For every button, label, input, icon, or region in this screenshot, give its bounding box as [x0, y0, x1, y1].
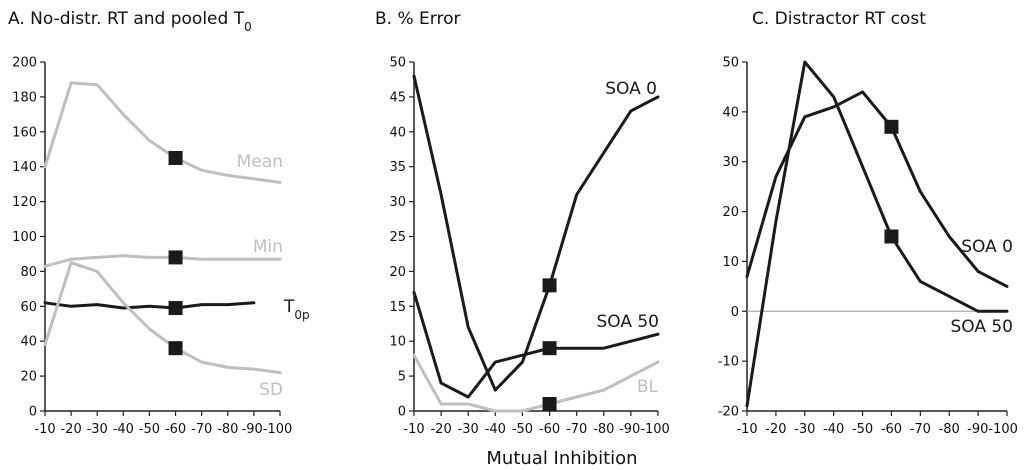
series-marker	[168, 150, 183, 165]
x-axis-label: Mutual Inhibition	[486, 448, 637, 469]
series-line	[43, 301, 256, 310]
y-tick-label: 35	[389, 160, 406, 175]
y-tick-label: 0	[398, 405, 406, 420]
y-tick-label: 0	[731, 305, 739, 320]
y-tick-label: 30	[722, 155, 739, 170]
series-marker	[542, 341, 557, 356]
series-label: SOA 50	[596, 312, 659, 332]
series-label-subscript: 0p	[294, 308, 309, 322]
y-tick-label: 50	[389, 56, 406, 71]
panel-c-title: C. Distractor RT cost	[752, 9, 926, 29]
series-marker	[542, 278, 557, 293]
x-tick-label: -70	[910, 422, 931, 437]
y-tick-label: 20	[389, 265, 406, 280]
y-tick-label: 60	[20, 300, 37, 315]
series-marker	[168, 301, 183, 316]
x-tick-label: -10	[34, 422, 55, 437]
x-tick-label: -80	[217, 422, 238, 437]
x-tick-label: -50	[139, 422, 160, 437]
series-marker	[884, 229, 899, 244]
series-label: BL	[637, 377, 659, 397]
y-tick-label: 40	[722, 105, 739, 120]
panel-b-title: B. % Error	[375, 9, 460, 29]
series-line	[412, 290, 660, 399]
series-line	[43, 81, 282, 184]
y-tick-label: 0	[29, 405, 37, 420]
y-tick-label: 45	[389, 90, 406, 105]
x-tick-label: -20	[60, 422, 81, 437]
series-line	[412, 353, 660, 413]
y-tick-label: 20	[722, 205, 739, 220]
y-tick-label: 140	[12, 160, 37, 175]
series-line	[412, 74, 660, 392]
series-marker	[168, 250, 183, 265]
series-line	[745, 90, 1009, 288]
y-tick-label: 15	[389, 300, 406, 315]
y-tick-label: 30	[389, 195, 406, 210]
x-tick-label: -90-100	[967, 422, 1018, 437]
series-line	[745, 60, 1009, 408]
series-label: Min	[253, 237, 283, 257]
panel-b: B. % Error 0 5 10 15 20 25 30 35 40 45 50 -10 -20 -30…	[375, 9, 670, 437]
y-tick-label: 25	[389, 230, 406, 245]
series-label: SOA 0	[605, 79, 657, 99]
x-tick-label: -60	[539, 422, 560, 437]
x-tick-label: -20	[430, 422, 451, 437]
y-tick-label: 40	[20, 335, 37, 350]
x-tick-label: -50	[512, 422, 533, 437]
x-tick-label: -20	[765, 422, 786, 437]
x-tick-label: -70	[566, 422, 587, 437]
y-tick-label: -10	[718, 355, 739, 370]
series-marker	[168, 341, 183, 356]
series-line	[43, 261, 282, 375]
x-tick-label: -60	[881, 422, 902, 437]
panel-a-title-subscript: 0	[244, 20, 252, 34]
x-tick-label: -90-100	[619, 422, 670, 437]
series-label: T0p	[283, 297, 310, 322]
x-tick-label: -40	[485, 422, 506, 437]
series-label: SOA 50	[950, 317, 1013, 337]
y-tick-label: 200	[12, 56, 37, 71]
panel-a-title-main: A. No-distr. RT and pooled T	[8, 9, 245, 29]
y-tick-label: 180	[12, 90, 37, 105]
x-tick-label: -30	[458, 422, 479, 437]
x-tick-label: -50	[852, 422, 873, 437]
x-tick-label: -10	[403, 422, 424, 437]
y-tick-label: 20	[20, 370, 37, 385]
x-tick-label: -10	[736, 422, 757, 437]
x-tick-label: -30	[794, 422, 815, 437]
y-tick-label: 40	[389, 125, 406, 140]
series-label: SD	[259, 380, 283, 400]
x-tick-label: -80	[939, 422, 960, 437]
panel-a: A. No-distr. RT and pooled T0 0204060801…	[8, 9, 310, 437]
y-tick-label: 10	[722, 255, 739, 270]
x-tick-label: -90-100	[242, 422, 293, 437]
panel-a-title: A. No-distr. RT and pooled T0	[8, 9, 252, 34]
x-tick-label: -60	[165, 422, 186, 437]
x-tick-label: -40	[113, 422, 134, 437]
y-tick-label: 160	[12, 125, 37, 140]
series-label: SOA 0	[961, 237, 1013, 257]
y-tick-label: 80	[20, 265, 37, 280]
series-label: Mean	[237, 152, 283, 172]
y-tick-label: -20	[718, 405, 739, 420]
series-marker	[884, 119, 899, 134]
x-tick-label: -70	[191, 422, 212, 437]
y-tick-label: 5	[398, 370, 406, 385]
x-tick-label: -80	[593, 422, 614, 437]
y-tick-label: 50	[722, 56, 739, 71]
y-tick-label: 120	[12, 195, 37, 210]
y-tick-label: 100	[12, 230, 37, 245]
y-tick-label: 10	[389, 335, 406, 350]
x-tick-label: -40	[823, 422, 844, 437]
panel-c: C. Distractor RT cost -20 -10 0 10 20 30 40 50 -…	[718, 9, 1018, 437]
series-line	[43, 254, 282, 268]
series-marker	[542, 397, 557, 412]
x-tick-label: -30	[87, 422, 108, 437]
